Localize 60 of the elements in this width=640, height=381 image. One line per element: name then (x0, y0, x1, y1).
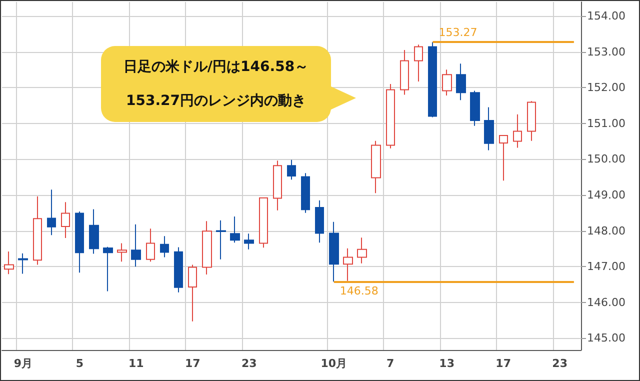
x-tick-label: 5 (76, 357, 84, 370)
x-tick-label: 17 (496, 357, 511, 370)
x-tick-label: 10月 (320, 357, 348, 370)
candlestick (428, 42, 437, 118)
candlestick (244, 233, 254, 250)
ref-line-label: 153.27 (438, 26, 478, 40)
candlestick (329, 221, 339, 282)
y-tick-label: 145.00 (587, 332, 626, 345)
candlestick (343, 248, 353, 282)
x-tick-label: 17 (184, 357, 200, 370)
y-tick-label: 148.00 (587, 224, 626, 238)
candlestick (103, 246, 113, 292)
x-tick-label: 23 (552, 357, 568, 370)
x-tick-label: 11 (128, 357, 144, 370)
y-tick-label: 151.00 (587, 116, 626, 130)
candlestick (160, 236, 169, 258)
candlestick (146, 228, 155, 262)
candlestick (357, 237, 367, 264)
candlestick (188, 264, 197, 322)
candlestick (117, 242, 127, 262)
candlestick (61, 202, 70, 238)
x-tick-label: 7 (386, 357, 394, 370)
y-tick-label: 152.00 (587, 81, 626, 94)
candlestick (287, 159, 296, 180)
candlestick (33, 196, 42, 266)
candlestick (4, 251, 14, 275)
candlestick (216, 220, 226, 260)
candlestick (259, 197, 268, 248)
candlestick (301, 172, 310, 214)
candlestick (315, 200, 324, 244)
candlestick (527, 100, 536, 142)
candlestick (499, 135, 508, 182)
candlestick (47, 189, 56, 236)
y-tick-label: 146.00 (587, 296, 626, 309)
candlestick (89, 208, 99, 254)
candlestick (18, 252, 28, 274)
candlestick (273, 160, 282, 211)
x-tick-label: 9月 (14, 357, 33, 370)
candlestick (371, 140, 381, 194)
x-tick-label: 23 (241, 357, 257, 370)
candlestick (202, 220, 212, 275)
candlestick (513, 114, 522, 148)
y-tick-label: 150.00 (587, 152, 626, 166)
y-tick-label: 153.00 (587, 45, 626, 58)
y-tick-label: 147.00 (587, 260, 626, 274)
y-tick-label: 149.00 (587, 188, 626, 202)
candlestick (456, 63, 466, 101)
candlestick (174, 246, 183, 293)
candlestick (470, 90, 480, 126)
candlestick (442, 69, 452, 96)
candlestick (230, 216, 240, 244)
x-tick-label: 13 (439, 357, 454, 370)
y-tick-label: 154.00 (587, 9, 626, 22)
ref-line-label: 146.58 (340, 284, 378, 298)
candlestick (484, 106, 494, 151)
candlestick (131, 224, 141, 268)
candlestick (386, 83, 395, 149)
candlestick (414, 44, 423, 82)
candlestick (75, 210, 84, 274)
candlestick (400, 49, 409, 96)
